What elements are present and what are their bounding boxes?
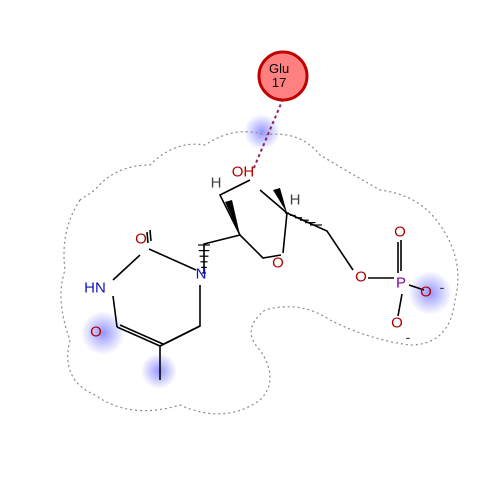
- atom-label: -: [406, 330, 411, 347]
- atom-label: OH: [232, 164, 255, 181]
- atom-label: O: [272, 255, 284, 272]
- residue-name: Glu: [269, 61, 289, 76]
- atom-label: -: [440, 280, 445, 297]
- residue-number: 17: [272, 75, 286, 90]
- atom-label: H: [290, 192, 301, 209]
- atom-label: O: [90, 324, 102, 341]
- atom-label: P: [396, 275, 406, 292]
- stereo-wedges: [198, 188, 322, 273]
- atom-label: O: [355, 269, 367, 286]
- atom-label: HN: [84, 280, 106, 297]
- atom-label: O: [135, 231, 147, 248]
- interaction-halos: [81, 114, 452, 389]
- atom-label: N: [196, 266, 207, 283]
- residue-label: Glu 17: [269, 62, 289, 91]
- bond-lines: [113, 180, 424, 380]
- atom-label: H: [211, 175, 222, 192]
- atom-label: O: [420, 284, 432, 301]
- atom-label: O: [394, 224, 406, 241]
- interaction-canvas: OHHHOOOOOOONHNP-- Glu 17: [0, 0, 500, 500]
- atom-label: O: [391, 315, 403, 332]
